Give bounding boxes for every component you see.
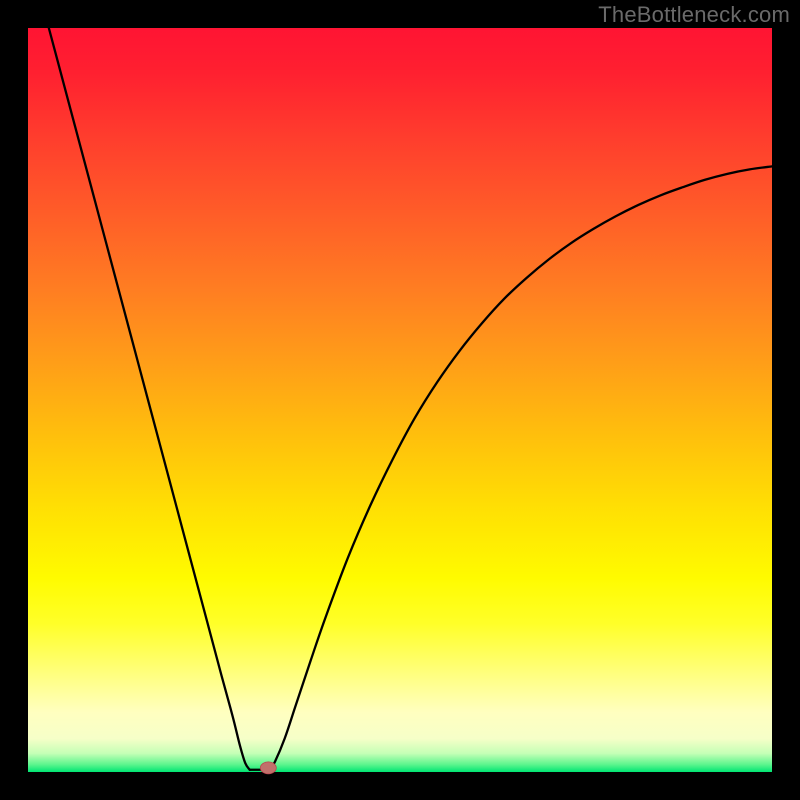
chart-wrapper: TheBottleneck.com [0,0,800,800]
bottleneck-marker [260,762,276,774]
bottleneck-chart [0,0,800,800]
plot-background [28,28,772,772]
watermark-text: TheBottleneck.com [598,2,790,28]
